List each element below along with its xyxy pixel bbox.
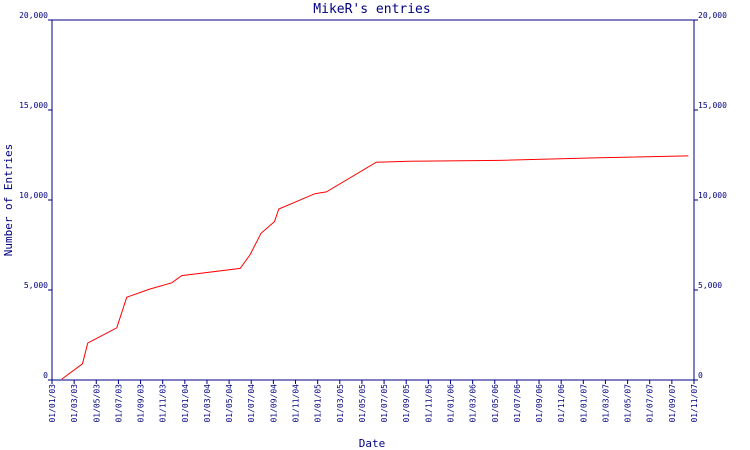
x-tick-label: 01/05/06: [491, 384, 500, 423]
x-tick-label: 01/09/07: [668, 384, 677, 423]
chart-title: MikeR's entries: [313, 2, 430, 17]
y2-tick-label: 20,000: [698, 11, 727, 20]
y-axis-label: Number of Entries: [2, 144, 15, 257]
y-tick-label: 5,000: [24, 281, 48, 290]
y-tick-label: 10,000: [19, 191, 48, 200]
x-tick-label: 01/05/07: [624, 384, 633, 423]
x-tick-label: 01/07/06: [513, 384, 522, 423]
y-tick-label: 0: [43, 371, 48, 380]
y2-tick-label: 15,000: [698, 101, 727, 110]
plot-frame: [51, 19, 695, 381]
x-tick-label: 01/05/04: [225, 384, 234, 423]
y2-tick-label: 0: [698, 371, 703, 380]
x-tick-label: 01/05/05: [358, 384, 367, 423]
x-tick-label: 01/11/04: [292, 384, 301, 423]
x-tick-label: 01/09/05: [402, 384, 411, 423]
x-tick-label: 01/03/06: [469, 384, 478, 423]
x-tick-label: 01/07/04: [247, 384, 256, 423]
x-tick-label: 01/11/05: [424, 384, 433, 423]
x-tick-label: 01/05/03: [92, 384, 101, 423]
y-tick-label: 15,000: [19, 101, 48, 110]
data-line: [61, 155, 689, 380]
x-tick-label: 01/07/03: [114, 384, 123, 423]
x-tick-label: 01/07/05: [380, 384, 389, 423]
x-tick-label: 01/01/04: [181, 384, 190, 423]
x-tick-label: 01/03/07: [601, 384, 610, 423]
y2-tick-label: 5,000: [698, 281, 722, 290]
y2-tick-label: 10,000: [698, 191, 727, 200]
x-tick-label: 01/11/06: [557, 384, 566, 423]
x-tick-label: 01/01/07: [579, 384, 588, 423]
x-tick-label: 01/09/03: [137, 384, 146, 423]
y-tick-label: 20,000: [19, 11, 48, 20]
x-tick-label: 01/03/03: [70, 384, 79, 423]
x-tick-label: 01/01/03: [48, 384, 57, 423]
x-tick-label: 01/07/07: [646, 384, 655, 423]
x-tick-label: 01/11/07: [690, 384, 699, 423]
x-tick-label: 01/01/06: [446, 384, 455, 423]
x-tick-label: 01/09/06: [535, 384, 544, 423]
x-tick-label: 01/03/04: [203, 384, 212, 423]
x-tick-label: 01/11/03: [159, 384, 168, 423]
x-tick-label: 01/01/05: [314, 384, 323, 423]
x-tick-label: 01/09/04: [269, 384, 278, 423]
x-tick-label: 01/03/05: [336, 384, 345, 423]
x-axis-label: Date: [359, 437, 386, 450]
